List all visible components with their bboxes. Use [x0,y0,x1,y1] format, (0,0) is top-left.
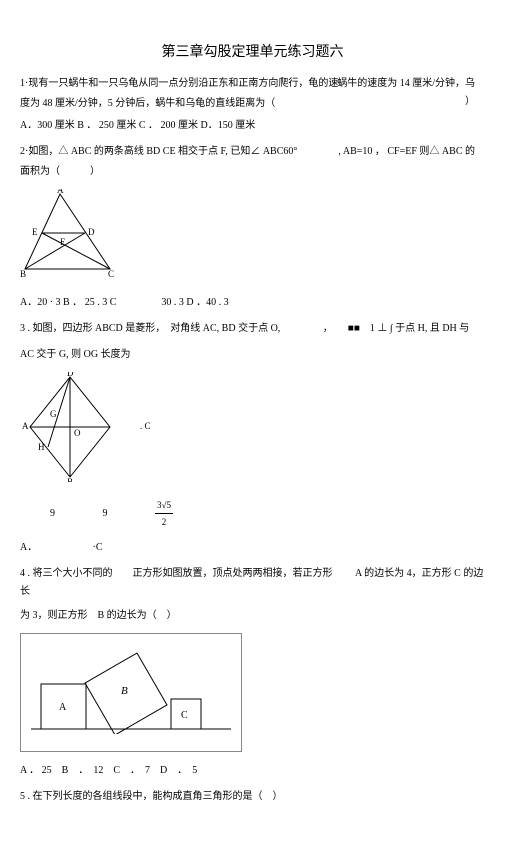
p3-line1a: 3 . 如图，四边形 ABCD 是菱形， 对角线 AC, BD 交于点 O, [20,323,280,334]
p3-frac-num: 3√5 [155,497,173,514]
page-title: 第三章勾股定理单元练习题六 [20,40,485,65]
p3-a-icon: A [22,421,29,431]
problem-1: 蜗牛的速度为 14 厘米/分钟，乌 1·现有一只蜗牛和一只乌龟从同一点分别沿正东… [20,75,485,135]
p2-opt-b: 30 . 3 D ．40 . 3 [161,294,228,312]
problem-4: 4 . 将三个大小不同的 正方形如图放置，顶点处两两相接，若正方形 A 的边长为… [20,565,485,780]
p2-right-note: , AB=10 ， CF=EF 则△ ABC 的 [338,143,475,161]
p3-o-icon: O [74,428,81,438]
p3-line2: AC 交于 G, 则 OG 长度为 [20,346,485,364]
problem-3: 3 . 如图，四边形 ABCD 是菱形， 对角线 AC, BD 交于点 O, ，… [20,320,485,556]
p2-line2: 面积为（ ） [20,163,485,181]
p3-options-row1: 9 9 3√5 2 [50,497,485,530]
label-b-icon: B [20,269,26,279]
p4-a-icon: A [59,702,67,713]
label-c-icon: C [108,269,114,279]
label-a-icon: A [57,189,64,195]
p4-c-icon: C [181,710,188,721]
p3-label-a: A． [20,539,90,557]
p3-label-c: ·C [93,539,103,557]
p5-line1: 5 . 在下列长度的各组线段中，能构成直角三角形的是（ ） [20,788,485,806]
p2-options: A．20 · 3 B ． 25 . 3 C 30 . 3 D ．40 . 3 [20,294,485,312]
p3-opt-9a: 9 [50,505,100,523]
label-d-icon: D [88,227,95,237]
p3-c-icon: . C [140,421,151,431]
p1-right-paren: ） [465,93,475,111]
p3-b-icon: B [67,477,73,482]
p3-h-icon: H [38,442,45,452]
p1-options: A．300 厘米 B ． 250 厘米 C ． 200 厘米 D．150 厘米 [20,117,485,135]
p1-line2: 度为 48 厘米/分钟，5 分钟后，蜗牛和乌龟的直线距离为（ [20,95,485,113]
label-e-icon: E [32,227,38,237]
label-f-icon: F [60,237,65,247]
p3-line1b: ， ■■ 1 ⊥ ∫ 于点 H, 且 DH 与 [323,323,469,334]
p4-options: A ． 25 B ． 12 C ． 7 D ． 5 [20,762,485,780]
p3-figure: D A B . C G H O [20,372,485,489]
p4-b-icon: B [121,685,128,697]
p3-frac-den: 2 [155,514,173,530]
p3-line1: 3 . 如图，四边形 ABCD 是菱形， 对角线 AC, BD 交于点 O, ，… [20,320,485,338]
p3-options-row2: A． ·C [20,539,485,557]
p2-opt-a: A．20 · 3 B ． 25 . 3 C [20,294,116,312]
p2-figure: A B C D E F [20,189,485,286]
p3-g-icon: G [50,409,57,419]
problem-2: , AB=10 ， CF=EF 则△ ABC 的 2·如图，△ ABC 的两条高… [20,143,485,312]
problem-5: 5 . 在下列长度的各组线段中，能构成直角三角形的是（ ） [20,788,485,806]
p3-opt-9b: 9 [103,505,153,523]
p4-figure-box: A B C [20,633,242,752]
p3-opt-frac: 3√5 2 [155,497,173,530]
p1-right-note-1: 蜗牛的速度为 14 厘米/分钟，乌 [337,75,475,93]
p4-line2: 为 3，则正方形 B 的边长为（ ） [20,607,485,625]
p3-d-icon: D [67,372,74,378]
p4-line1: 4 . 将三个大小不同的 正方形如图放置，顶点处两两相接，若正方形 A 的边长为… [20,565,485,601]
p4-line1a: 4 . 将三个大小不同的 正方形如图放置，顶点处两两相接，若正方形 [20,568,333,579]
